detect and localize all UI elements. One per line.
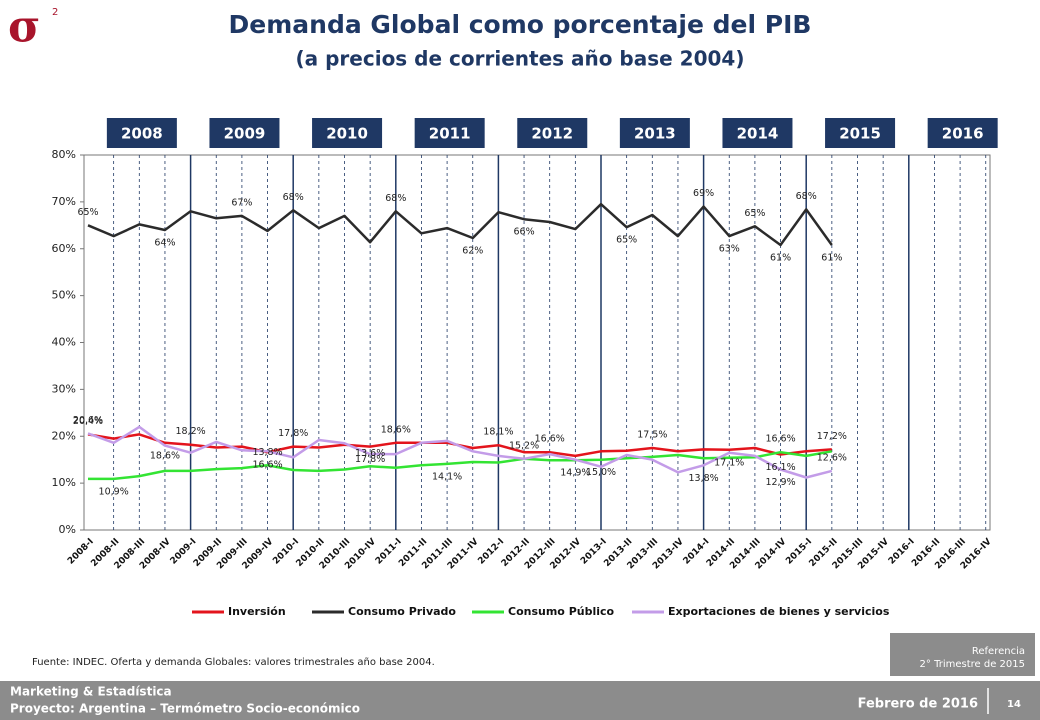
- year-label: 2014: [737, 125, 779, 143]
- value-label: 18,6%: [150, 450, 180, 461]
- footer-line1: Marketing & Estadística: [10, 685, 172, 699]
- chart-subtitle: (a precios de corrientes año base 2004): [296, 47, 745, 71]
- year-label: 2013: [634, 125, 676, 143]
- value-label: 65%: [77, 207, 98, 218]
- year-label: 2015: [839, 125, 881, 143]
- series-line: [87, 202, 833, 247]
- footer-band: [0, 681, 1040, 720]
- value-label: 16,1%: [765, 462, 795, 473]
- y-tick-label: 50%: [52, 289, 76, 302]
- series-line: [87, 425, 833, 479]
- y-tick-label: 40%: [52, 336, 76, 349]
- value-label: 68%: [283, 192, 304, 203]
- value-label: 13,6%: [355, 448, 385, 459]
- value-label: 15,0%: [586, 467, 616, 478]
- value-label: 64%: [154, 238, 175, 249]
- lines: [87, 202, 833, 481]
- chart-title: Demanda Global como porcentaje del PIB: [229, 10, 812, 39]
- value-label: 65%: [744, 208, 765, 219]
- reference-box: [890, 633, 1035, 676]
- logo-sup: 2: [52, 7, 58, 18]
- y-tick-label: 30%: [52, 382, 76, 395]
- legend-label: Inversión: [228, 605, 286, 618]
- value-label: 13,8%: [689, 473, 719, 484]
- value-label: 66%: [513, 227, 534, 238]
- y-tick-label: 80%: [52, 148, 76, 161]
- value-label: 15,2%: [509, 440, 539, 451]
- value-label: 18,2%: [176, 426, 206, 437]
- value-label: 14,1%: [432, 471, 462, 482]
- year-box: [209, 118, 280, 148]
- value-label: 16,6%: [535, 434, 565, 445]
- value-label: 16,6%: [252, 460, 282, 471]
- year-box: [927, 118, 998, 148]
- value-label: 13,8%: [252, 447, 282, 458]
- year-label: 2012: [531, 125, 573, 143]
- y-tick-label: 60%: [52, 242, 76, 255]
- y-tick-label: 10%: [52, 476, 76, 489]
- legend-label: Consumo Privado: [348, 605, 456, 618]
- year-box: [414, 118, 485, 148]
- y-tick-label: 20%: [52, 429, 76, 442]
- year-box: [312, 118, 383, 148]
- source: Fuente: INDEC. Oferta y demanda Globales…: [32, 657, 435, 668]
- value-label: 16,6%: [765, 434, 795, 445]
- grid: [80, 154, 987, 531]
- value-label: 17,8%: [278, 428, 308, 439]
- value-label: 10,9%: [99, 486, 129, 497]
- value-label: 18,6%: [381, 424, 411, 435]
- footer-date: Febrero de 2016: [858, 697, 978, 712]
- value-label: 12,9%: [765, 477, 795, 488]
- value-label: 67%: [231, 197, 252, 208]
- year-box: [825, 118, 896, 148]
- value-label: 69%: [693, 188, 714, 199]
- reference-title: Referencia: [972, 646, 1025, 657]
- value-label: 20,4%: [73, 416, 103, 427]
- year-label: 2011: [429, 125, 471, 143]
- year-box: [517, 118, 588, 148]
- series-line: [88, 450, 833, 481]
- value-label: 14,9%: [560, 468, 590, 479]
- year-label: 2016: [942, 125, 984, 143]
- year-label: 2008: [121, 125, 163, 143]
- value-label: 17,8%: [355, 454, 385, 465]
- y-tick-label: 70%: [52, 195, 76, 208]
- footer-page: 14: [1007, 699, 1021, 710]
- reference-text: 2° Trimestre de 2015: [920, 659, 1025, 670]
- value-label: 17,2%: [817, 431, 847, 442]
- year-box: [722, 118, 793, 148]
- value-label: 62%: [462, 245, 483, 256]
- year-label: 2009: [224, 125, 266, 143]
- year-box: [619, 118, 690, 148]
- value-label: 61%: [770, 253, 791, 264]
- y-tick-label: 0%: [59, 523, 76, 536]
- value-label: 17,5%: [637, 429, 667, 440]
- value-label: 17,1%: [714, 457, 744, 468]
- year-box: [106, 118, 177, 148]
- value-label: 68%: [385, 193, 406, 204]
- footer-line2: Proyecto: Argentina – Termómetro Socio-e…: [10, 702, 360, 716]
- value-label: 65%: [616, 235, 637, 246]
- value-label: 18,1%: [483, 427, 513, 438]
- logo: σ: [8, 2, 40, 53]
- legend-label: Consumo Público: [508, 605, 615, 618]
- value-label: 20,6%: [73, 415, 103, 426]
- value-label: 68%: [796, 191, 817, 202]
- value-label: 12,6%: [817, 452, 847, 463]
- value-label: 61%: [821, 253, 842, 264]
- year-label: 2010: [326, 125, 368, 143]
- value-label: 63%: [719, 244, 740, 255]
- legend-label: Exportaciones de bienes y servicios: [668, 605, 890, 618]
- plot-frame: [83, 154, 991, 531]
